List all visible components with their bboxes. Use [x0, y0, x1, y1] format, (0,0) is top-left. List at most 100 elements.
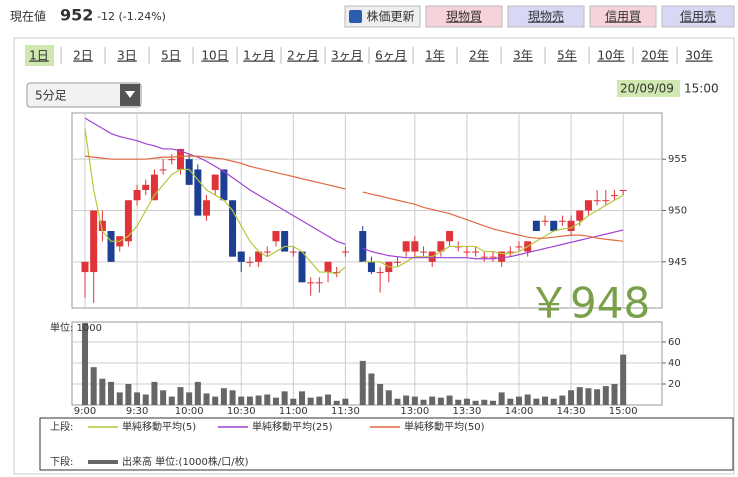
candle-body: [420, 251, 428, 253]
candle-body: [168, 159, 176, 161]
volume-bar: [524, 394, 531, 405]
dropdown[interactable]: [26, 82, 142, 108]
candle-body: [610, 195, 618, 197]
moving-average-line: [84, 117, 624, 260]
volume-bar: [307, 397, 314, 405]
tab[interactable]: 3年: [513, 49, 533, 63]
volume-bar: [585, 388, 592, 405]
candle-body: [315, 282, 323, 284]
volume-bar: [429, 396, 436, 405]
x-tick-label: 13:30: [453, 406, 482, 417]
volume-bar: [160, 390, 167, 405]
volume-bar: [125, 383, 132, 405]
volume-bar: [498, 392, 505, 405]
header-button[interactable]: [425, 5, 503, 28]
y-tick-label: 945: [668, 257, 687, 268]
dropdown-arrow: [125, 91, 135, 98]
volume-bar: [568, 390, 575, 405]
dropdown-value[interactable]: 5分足: [35, 89, 67, 103]
tab[interactable]: 5日: [161, 49, 181, 63]
x-tick-label: 11:30: [331, 406, 360, 417]
candle-body: [541, 220, 549, 222]
volume-bar: [194, 381, 201, 405]
header-button[interactable]: [507, 5, 585, 28]
tab[interactable]: 30年: [685, 49, 712, 63]
candle-body: [602, 200, 610, 202]
legend-label: 単純移動平均(25): [252, 420, 333, 433]
tab[interactable]: 2年: [469, 49, 489, 63]
candle-body: [532, 220, 540, 232]
price-change: -12 (-1.24%): [97, 10, 166, 23]
tab[interactable]: 20年: [641, 49, 668, 63]
tab[interactable]: 6ヶ月: [375, 49, 407, 63]
volume-bar: [516, 396, 522, 405]
time: 15:00: [684, 82, 719, 96]
tab[interactable]: 5年: [557, 49, 577, 63]
volume-bar: [455, 399, 462, 405]
header-button-label[interactable]: 信用買: [605, 10, 641, 24]
volume-bar: [142, 394, 149, 405]
tab[interactable]: 1日: [29, 49, 49, 63]
volume-bar: [177, 387, 184, 405]
candle-body: [133, 189, 141, 201]
candle-body: [272, 231, 280, 242]
volume-bar: [611, 383, 618, 405]
volume-bar: [299, 391, 305, 405]
y-tick-label: 40: [668, 358, 681, 369]
candle-body: [359, 231, 367, 262]
candle-body: [324, 261, 332, 273]
candle-body: [463, 251, 471, 253]
volume-bar: [212, 396, 219, 405]
candle-body: [194, 169, 202, 216]
header-button-label[interactable]: 現物売: [528, 9, 564, 24]
volume-bar: [420, 399, 427, 405]
candle-body: [246, 261, 254, 263]
volume-bar: [411, 396, 418, 405]
header-button-label[interactable]: 現物買: [446, 10, 482, 24]
tab[interactable]: 2日: [73, 49, 93, 63]
candle-body: [558, 220, 566, 222]
tab[interactable]: 10日: [201, 49, 228, 63]
candle-body: [367, 261, 375, 273]
candle-body: [576, 210, 584, 221]
x-tick-label: 9:00: [74, 406, 96, 417]
header-button[interactable]: [589, 5, 657, 28]
tab[interactable]: 3ヶ月: [331, 49, 363, 63]
tab[interactable]: 1年: [425, 49, 445, 63]
volume-bar: [290, 398, 297, 405]
y-axis-unit: 単位: 1000: [50, 321, 102, 334]
volume-bar: [594, 389, 601, 405]
y-tick-label: 955: [668, 154, 687, 165]
volume-bar: [385, 390, 392, 405]
x-tick-label: 9:30: [126, 406, 148, 417]
candle-body: [446, 231, 454, 242]
candle-body: [237, 251, 245, 262]
refresh-icon: [349, 10, 362, 23]
candle-body: [506, 251, 514, 253]
candle-body: [550, 220, 558, 232]
volume-bar: [116, 392, 123, 405]
candle-body: [515, 246, 523, 248]
tab-selected: [25, 45, 54, 66]
tab[interactable]: 3日: [117, 49, 137, 63]
candle-body: [489, 256, 497, 258]
volume-bar: [134, 392, 141, 405]
date: 20/09/09: [620, 82, 674, 96]
x-tick-label: 15:00: [609, 406, 638, 417]
header-button[interactable]: [344, 5, 421, 28]
header-button-label[interactable]: 信用売: [680, 9, 716, 24]
header-button[interactable]: [661, 5, 735, 28]
volume-bar: [489, 400, 496, 405]
legend-label: 出来高 単位:(1000株/口/枚): [122, 455, 249, 468]
candle-body: [176, 148, 184, 170]
volume-bar: [99, 378, 106, 405]
tab[interactable]: 10年: [597, 49, 624, 63]
y-tick-label: 950: [668, 206, 687, 217]
candle-body: [472, 251, 480, 253]
date-highlight: [617, 80, 680, 97]
header-button-label[interactable]: 株価更新: [366, 9, 414, 24]
tab[interactable]: 2ヶ月: [287, 49, 319, 63]
tab[interactable]: 1ヶ月: [243, 49, 275, 63]
candle-body: [411, 241, 419, 252]
legend-row-label: 下段:: [50, 455, 73, 468]
